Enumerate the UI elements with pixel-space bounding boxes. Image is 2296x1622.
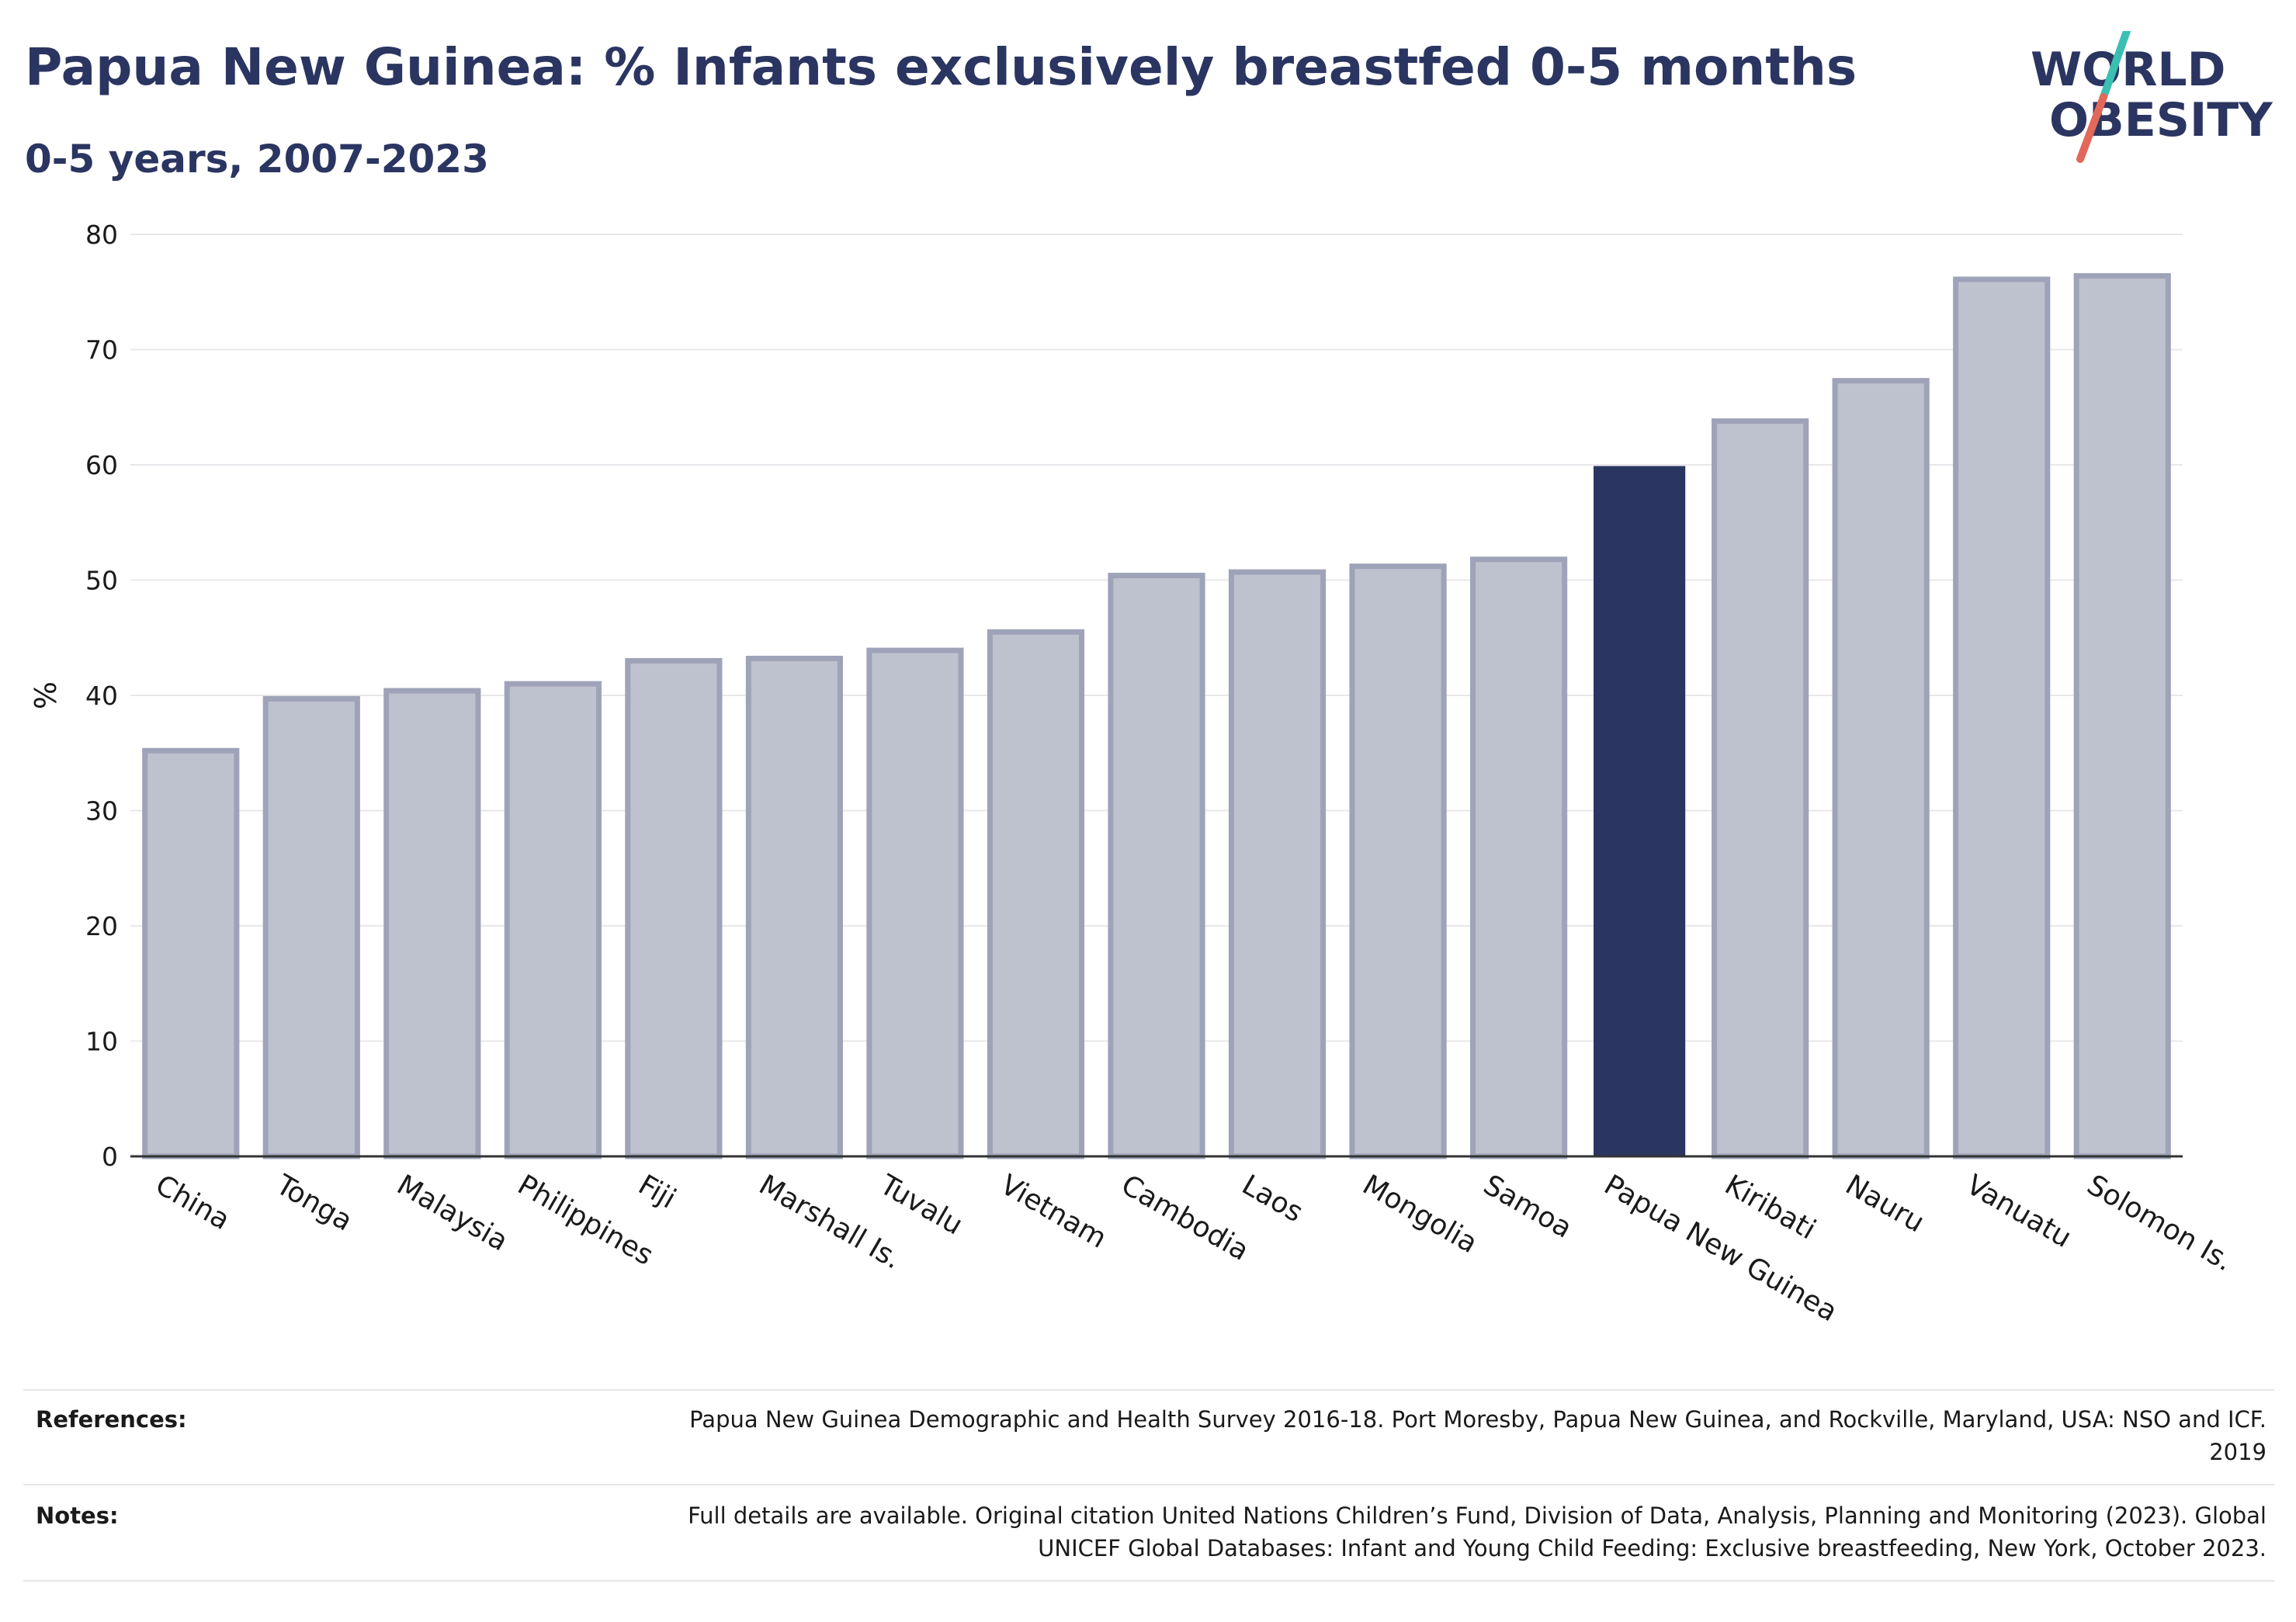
bar [1349,563,1447,1159]
bar [1228,569,1327,1159]
y-axis-label: % [29,681,63,709]
x-tick-label: Papua New Guinea [1599,1169,1843,1328]
bar [262,695,360,1159]
logo-slash-top [2100,31,2131,101]
references-label: References: [36,1406,187,1433]
bar [987,629,1085,1159]
y-tick-label: 70 [85,335,118,366]
y-tick-label: 30 [85,796,118,827]
bar [866,647,964,1159]
x-tick-label: Kiribati [1719,1169,1821,1246]
y-tick-label: 60 [85,450,118,480]
footer-divider-middle [23,1484,2274,1485]
x-tick-label: Samoa [1478,1169,1577,1245]
bar [142,747,240,1159]
bar [1469,556,1568,1159]
bar [504,681,602,1159]
world-obesity-logo: WORLD OBESITY [2031,31,2273,163]
x-tick-label: Philippines [512,1169,658,1271]
chart-subtitle: 0-5 years, 2007-2023 [25,137,489,182]
y-tick-label: 40 [85,681,118,711]
y-tick-label: 80 [85,220,118,250]
bar [1108,573,1205,1159]
bar [625,657,723,1159]
x-tick-label: Vietnam [995,1169,1112,1255]
bar-chart: 0 10 20 30 40 50 60 70 80% China Tonga MalaysiaPhil… [29,220,2239,1328]
x-tick-label: Tonga [270,1169,358,1238]
x-tick-label: Fiji [633,1169,681,1215]
y-tick-label: 50 [85,566,118,596]
x-tick-label: Cambodia [1116,1169,1254,1267]
x-tick-label: Vanuatu [1961,1169,2076,1254]
bar [1832,378,1930,1159]
x-tick-label: China [150,1169,235,1236]
bar [745,655,844,1159]
bar [383,688,481,1159]
logo-word-world: WORLD [2031,43,2225,97]
y-tick-label: 20 [85,911,118,941]
footer-divider-bottom [23,1580,2274,1582]
x-tick-label: Laos [1236,1169,1308,1229]
notes-label: Notes: [36,1502,119,1529]
x-tick-label: Malaysia [391,1169,513,1257]
y-tick-label: 10 [85,1027,118,1057]
bar [1712,418,1809,1159]
x-tick-label: Tuvalu [874,1169,968,1242]
x-tick-label: Solomon Is. [2082,1169,2239,1277]
footer-divider-top [23,1389,2274,1391]
y-tick-label: 0 [102,1142,118,1172]
bar [1953,276,2051,1159]
bar-highlight [1594,466,1686,1156]
chart-title: Papua New Guinea: % Infants exclusively … [25,37,1857,97]
references-text: Papua New Guinea Demographic and Health … [689,1406,2267,1465]
x-tick-label: Mongolia [1358,1169,1483,1260]
logo-slash-bottom [2076,93,2107,163]
x-tick-label: Nauru [1840,1169,1930,1239]
notes-text: Full details are available. Original cit… [688,1502,2267,1561]
bar [2073,272,2171,1159]
